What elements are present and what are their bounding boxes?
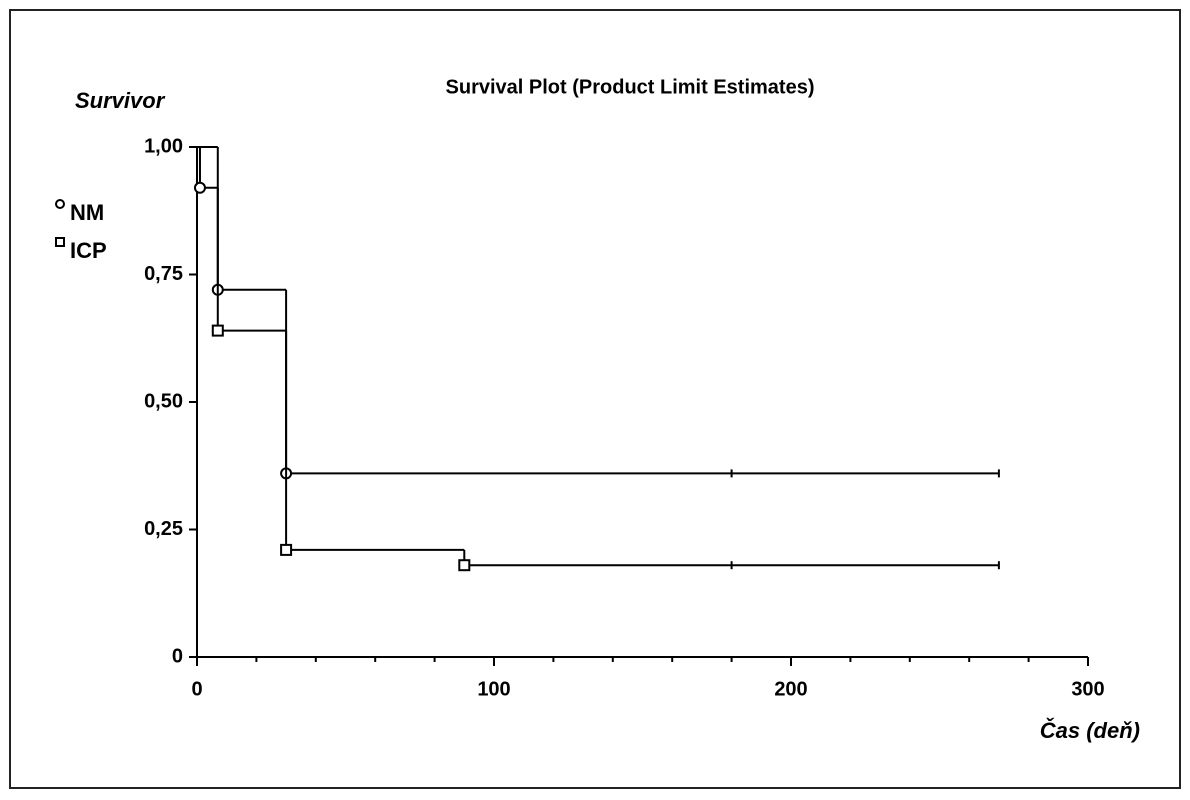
x-tick-label: 300: [1071, 678, 1104, 700]
event-marker: [280, 543, 293, 556]
event-marker: [193, 181, 206, 194]
y-tick-label: 0,50: [144, 390, 183, 412]
y-tick-label: 0: [172, 645, 183, 667]
y-tick-label: 0,75: [144, 263, 183, 285]
x-tick-label: 100: [477, 678, 510, 700]
chart-title: Survival Plot (Product Limit Estimates): [446, 76, 815, 98]
legend-label: ICP: [70, 238, 107, 263]
frame: [9, 9, 1181, 789]
y-tick-label: 1,00: [144, 135, 183, 157]
legend-marker: [55, 199, 65, 209]
x-axis-label: Čas (deň): [1040, 718, 1140, 743]
y-tick-label: 0,25: [144, 518, 183, 540]
legend-label: NM: [70, 200, 104, 225]
x-tick-label: 200: [774, 678, 807, 700]
x-tick-label: 0: [191, 678, 202, 700]
legend-marker: [55, 237, 65, 247]
y-axis-label: Survivor: [75, 88, 166, 113]
event-marker: [211, 324, 224, 337]
event-marker: [458, 559, 471, 572]
